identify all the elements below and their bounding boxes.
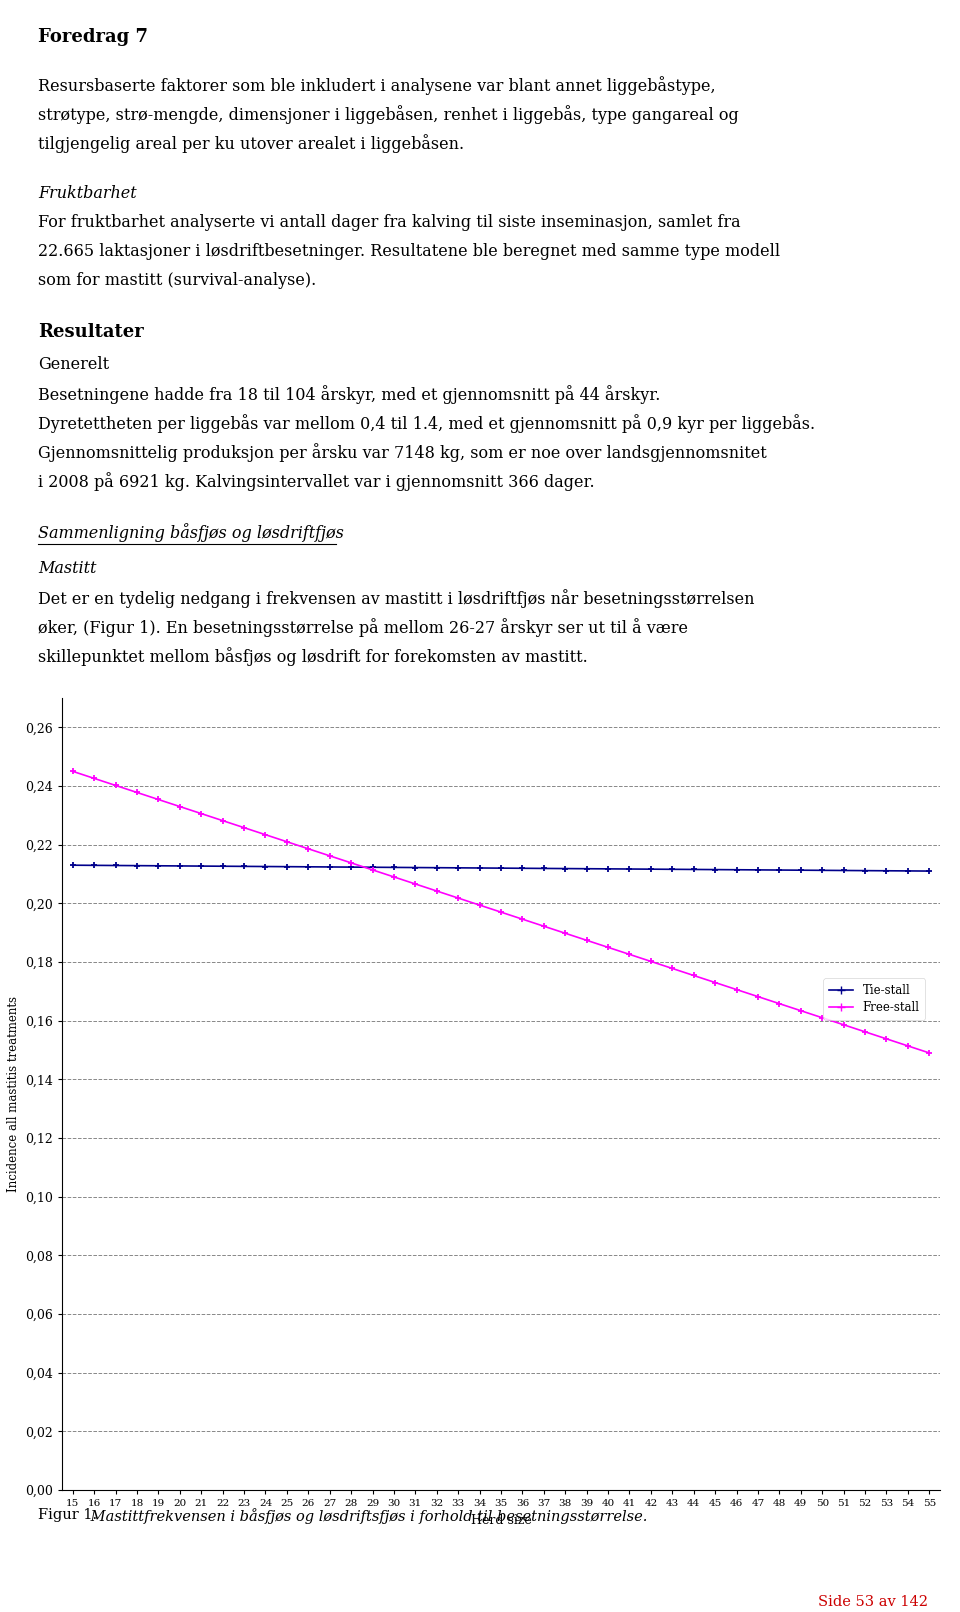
Text: Resultater: Resultater <box>38 322 144 342</box>
Text: Mastittfrekvensen i båsfjøs og løsdriftsfjøs i forhold til besetningsstørrelse.: Mastittfrekvensen i båsfjøs og løsdrifts… <box>86 1507 647 1523</box>
Text: som for mastitt (survival-analyse).: som for mastitt (survival-analyse). <box>38 272 316 289</box>
Text: Det er en tydelig nedgang i frekvensen av mastitt i løsdriftfjøs når besetningss: Det er en tydelig nedgang i frekvensen a… <box>38 588 755 608</box>
Text: Dyretettheten per liggebås var mellom 0,4 til 1.4, med et gjennomsnitt på 0,9 ky: Dyretettheten per liggebås var mellom 0,… <box>38 414 815 434</box>
Text: Fruktbarhet: Fruktbarhet <box>38 185 136 202</box>
Text: Besetningene hadde fra 18 til 104 årskyr, med et gjennomsnitt på 44 årskyr.: Besetningene hadde fra 18 til 104 årskyr… <box>38 385 660 405</box>
Text: skillepunktet mellom båsfjøs og løsdrift for forekomsten av mastitt.: skillepunktet mellom båsfjøs og løsdrift… <box>38 646 588 666</box>
Text: 22.665 laktasjoner i løsdriftbesetninger. Resultatene ble beregnet med samme typ: 22.665 laktasjoner i løsdriftbesetninger… <box>38 243 780 260</box>
Text: Mastitt: Mastitt <box>38 559 96 577</box>
Text: Gjennomsnittelig produksjon per årsku var 7148 kg, som er noe over landsgjennoms: Gjennomsnittelig produksjon per årsku va… <box>38 443 767 463</box>
Text: i 2008 på 6921 kg. Kalvingsintervallet var i gjennomsnitt 366 dager.: i 2008 på 6921 kg. Kalvingsintervallet v… <box>38 472 594 492</box>
Text: Sammenligning båsfjøs og løsdriftfjøs: Sammenligning båsfjøs og løsdriftfjøs <box>38 522 344 542</box>
Text: øker, (Figur 1). En besetningsstørrelse på mellom 26-27 årskyr ser ut til å være: øker, (Figur 1). En besetningsstørrelse … <box>38 617 688 637</box>
Text: For fruktbarhet analyserte vi antall dager fra kalving til siste inseminasjon, s: For fruktbarhet analyserte vi antall dag… <box>38 214 740 231</box>
Legend: Tie-stall, Free-stall: Tie-stall, Free-stall <box>824 978 925 1020</box>
Text: Resursbaserte faktorer som ble inkludert i analysene var blant annet liggebåstyp: Resursbaserte faktorer som ble inkludert… <box>38 76 715 95</box>
Text: Generelt: Generelt <box>38 356 109 372</box>
X-axis label: Herd size: Herd size <box>470 1514 532 1527</box>
Text: Side 53 av 142: Side 53 av 142 <box>818 1594 928 1609</box>
Text: strøtype, strø-mengde, dimensjoner i liggebåsen, renhet i liggebås, type gangare: strøtype, strø-mengde, dimensjoner i lig… <box>38 105 739 124</box>
Text: Foredrag 7: Foredrag 7 <box>38 27 148 47</box>
Y-axis label: Incidence all mastitis treatments: Incidence all mastitis treatments <box>7 996 19 1191</box>
Text: tilgjengelig areal per ku utover arealet i liggebåsen.: tilgjengelig areal per ku utover arealet… <box>38 134 464 153</box>
Text: Figur 1.: Figur 1. <box>38 1507 97 1522</box>
